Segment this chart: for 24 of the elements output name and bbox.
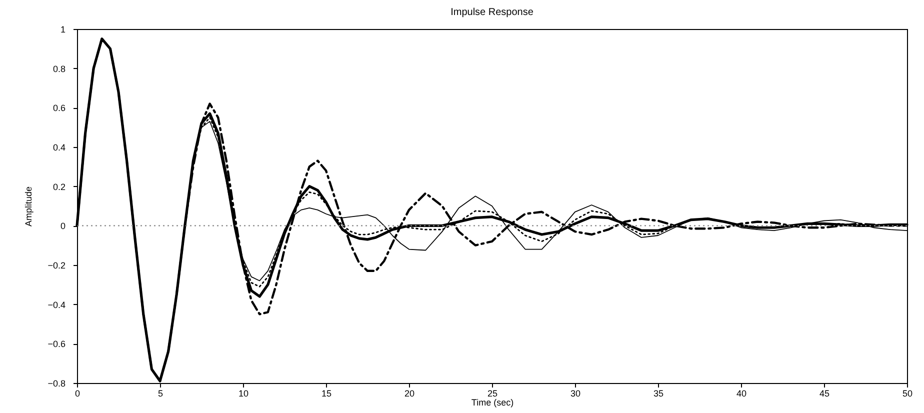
y-tick-label: 0.2 xyxy=(52,182,66,192)
y-tick-label: 0.6 xyxy=(52,103,66,114)
x-tick-label: 40 xyxy=(736,388,747,398)
x-tick-label: 25 xyxy=(487,388,498,398)
y-tick-label: 0 xyxy=(60,221,66,232)
x-tick-label: 35 xyxy=(653,388,664,398)
x-tick-label: 0 xyxy=(74,388,80,398)
x-tick-label: 50 xyxy=(902,388,913,398)
x-tick-label: 15 xyxy=(321,388,332,398)
x-tick-label: 5 xyxy=(158,388,164,398)
x-tick-label: 10 xyxy=(238,388,249,398)
x-axis-title: Time (sec) xyxy=(471,398,514,408)
x-tick-label: 45 xyxy=(819,388,830,398)
y-tick-label: 0.4 xyxy=(52,142,66,152)
y-tick-label: 0.8 xyxy=(52,64,66,74)
y-tick-label: −0.4 xyxy=(48,300,66,310)
y-tick-label: 1 xyxy=(60,24,66,34)
x-tick-label: 30 xyxy=(570,388,581,398)
y-tick-label: −0.6 xyxy=(48,339,66,350)
y-tick-label: −0.8 xyxy=(48,378,66,388)
x-tick-label: 20 xyxy=(404,388,415,398)
chart-title: Impulse Response xyxy=(450,7,534,18)
y-axis-title: Amplitude xyxy=(24,186,34,227)
y-tick-label: −0.2 xyxy=(48,260,66,270)
